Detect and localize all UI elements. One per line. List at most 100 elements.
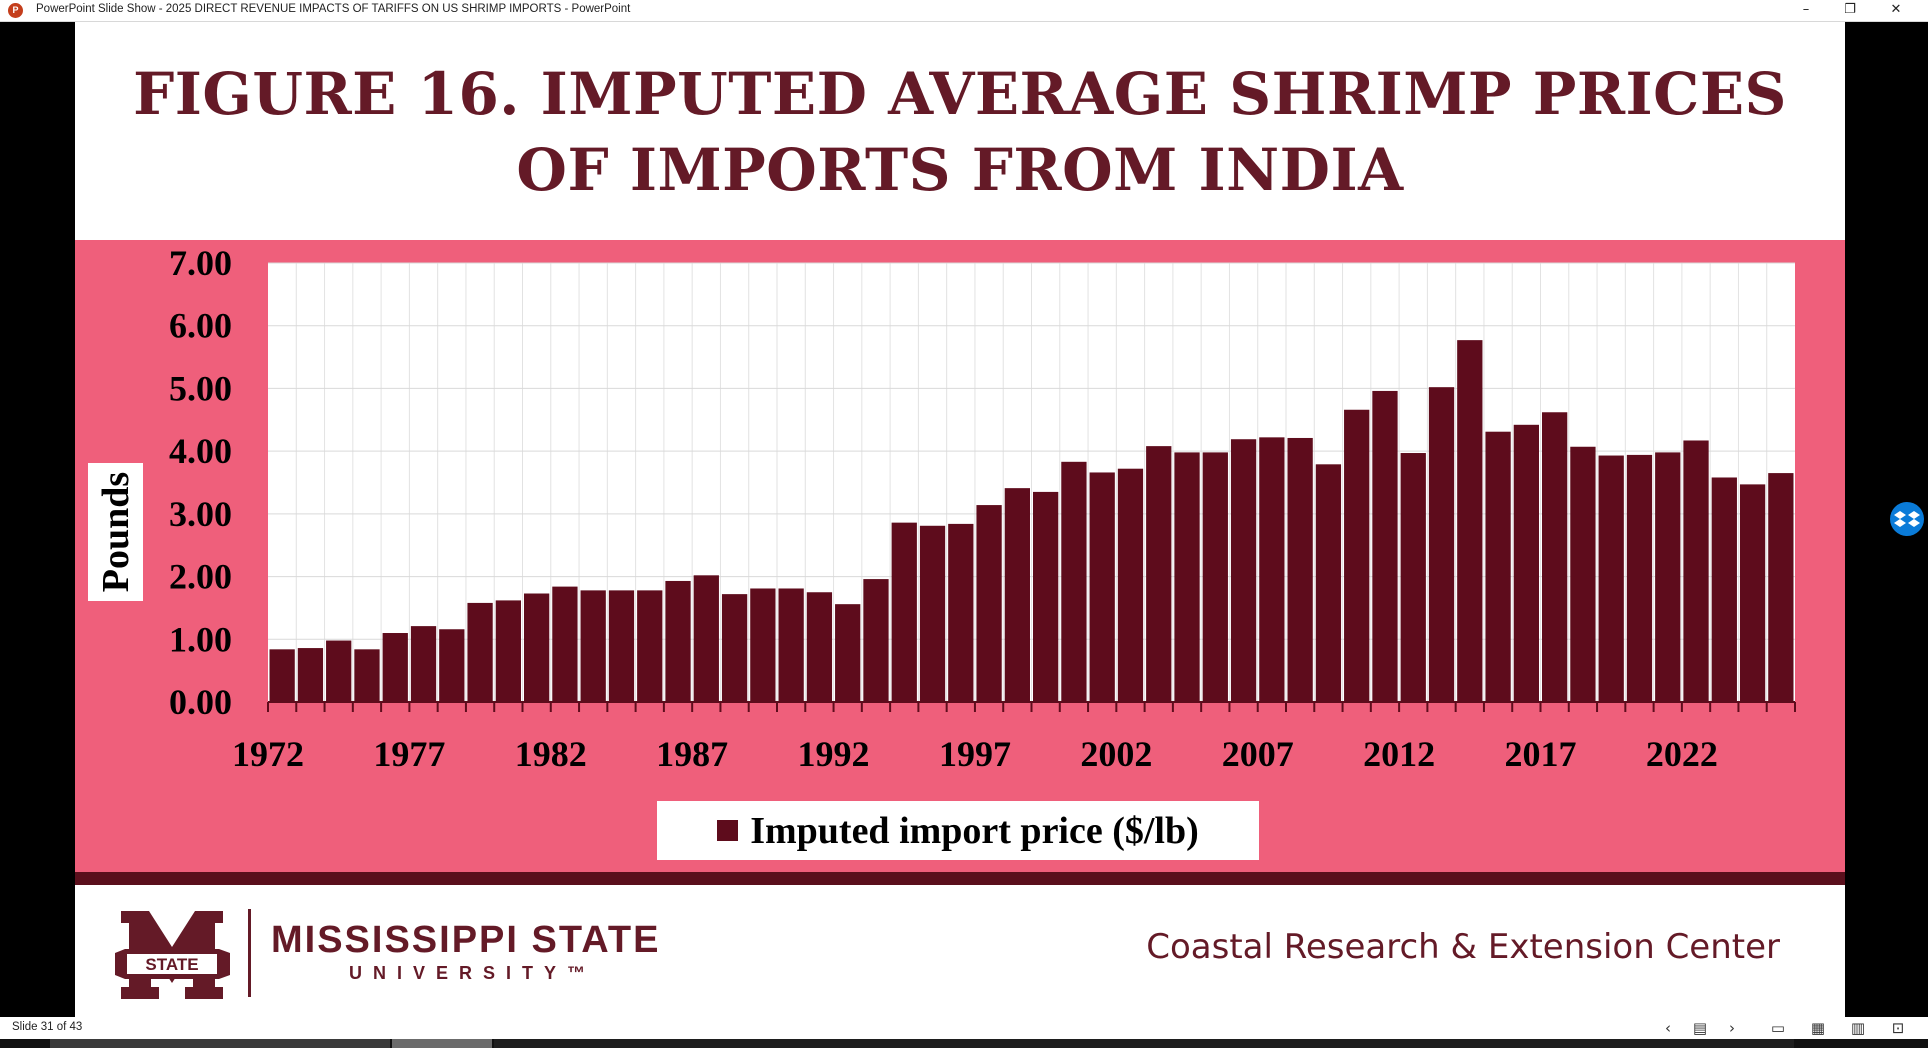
- bar: [1428, 387, 1455, 702]
- powerpoint-icon: P: [8, 3, 23, 18]
- taskbar-item[interactable]: [494, 1039, 1794, 1048]
- y-tick-label: 5.00: [169, 368, 232, 408]
- taskbar-item[interactable]: [392, 1039, 492, 1048]
- slide-menu-icon[interactable]: ▤: [1692, 1019, 1708, 1037]
- bar: [1683, 440, 1709, 702]
- y-tick-label: 1.00: [169, 619, 232, 659]
- bar: [467, 602, 493, 702]
- bar: [1598, 455, 1624, 702]
- vertical-gridlines: [295, 263, 1768, 702]
- window-title-bar: P PowerPoint Slide Show - 2025 DIRECT RE…: [0, 0, 1928, 22]
- bar: [495, 600, 521, 702]
- x-axis-tick-labels: 1972 1977 1982 1987 1992 1997 2002 2007 2012 2017…: [232, 734, 1718, 774]
- bar: [665, 580, 691, 702]
- bar: [580, 590, 606, 702]
- bar: [1344, 409, 1370, 702]
- x-tick-label: 1997: [939, 734, 1011, 774]
- slide[interactable]: FIGURE 16. IMPUTED AVERAGE SHRIMP PRICES…: [75, 22, 1845, 1017]
- msu-logo: STATE: [115, 911, 230, 999]
- footer-divider-band: [75, 872, 1845, 885]
- bar: [326, 640, 352, 702]
- bar: [269, 649, 295, 702]
- legend: Imputed import price ($/lb): [657, 801, 1259, 860]
- x-axis-ticks: [267, 702, 1796, 712]
- bar: [1485, 431, 1511, 702]
- bar: [1626, 454, 1653, 702]
- chevron-right-icon[interactable]: ›: [1729, 1019, 1735, 1037]
- bar: [891, 522, 917, 702]
- bar: [1259, 437, 1285, 702]
- y-tick-label: 6.00: [169, 306, 232, 346]
- bar: [919, 525, 946, 702]
- bar: [948, 523, 974, 702]
- bar: [1457, 340, 1483, 702]
- y-tick-label: 2.00: [169, 557, 232, 597]
- chevron-left-icon[interactable]: ‹: [1665, 1019, 1671, 1037]
- x-tick-label: 1992: [798, 734, 870, 774]
- bar: [1287, 437, 1313, 702]
- logo-divider: [248, 909, 251, 997]
- bar: [410, 626, 437, 702]
- bar: [552, 586, 578, 702]
- window-title: PowerPoint Slide Show - 2025 DIRECT REVE…: [36, 3, 631, 15]
- slide-title-line-1: FIGURE 16. IMPUTED AVERAGE SHRIMP PRICES: [133, 60, 1787, 128]
- bar: [1146, 446, 1172, 702]
- bars: [269, 340, 1794, 702]
- x-tick-label: 1982: [515, 734, 587, 774]
- bar: [806, 592, 833, 702]
- bar-chart: 0.001.002.003.004.005.006.007.00 1972 197…: [169, 243, 1796, 774]
- bar: [863, 579, 889, 702]
- bar: [976, 505, 1002, 702]
- bar: [693, 575, 719, 702]
- x-tick-label: 1977: [373, 734, 445, 774]
- bar: [721, 594, 748, 702]
- slideshow-status-bar: Slide 31 of 43 ‹ ▤ › ▭ ▦ ▥ ⊡: [0, 1017, 1928, 1039]
- reading-view-icon[interactable]: ▥: [1850, 1019, 1866, 1037]
- restore-button[interactable]: ❐: [1844, 2, 1856, 17]
- bar: [1372, 390, 1398, 702]
- bar: [1061, 461, 1087, 702]
- bar: [1089, 472, 1115, 702]
- x-tick-label: 1987: [656, 734, 728, 774]
- legend-swatch: [717, 820, 739, 841]
- bar: [524, 593, 550, 702]
- legend-label: Imputed import price ($/lb): [750, 809, 1199, 852]
- y-tick-label: 4.00: [169, 431, 232, 471]
- university-subtitle: UNIVERSITY™: [349, 963, 597, 983]
- bar: [1400, 453, 1426, 702]
- taskbar-item[interactable]: [50, 1039, 390, 1048]
- bar: [1768, 473, 1794, 702]
- bar: [1513, 424, 1539, 702]
- bar: [439, 629, 465, 702]
- bar: [1004, 488, 1030, 702]
- bar: [1117, 468, 1144, 702]
- y-axis-label: Pounds: [94, 471, 137, 593]
- normal-view-icon[interactable]: ▭: [1770, 1019, 1786, 1037]
- bar: [382, 633, 408, 702]
- bar: [354, 649, 380, 702]
- minimize-button[interactable]: –: [1802, 2, 1810, 17]
- bar: [1230, 439, 1257, 702]
- x-tick-label: 2022: [1646, 734, 1718, 774]
- x-tick-label: 2007: [1222, 734, 1294, 774]
- x-tick-label: 2012: [1363, 734, 1435, 774]
- bar: [1655, 452, 1681, 702]
- presenter-view-icon[interactable]: ⊡: [1891, 1019, 1905, 1037]
- bar: [750, 588, 776, 702]
- bar: [608, 590, 635, 702]
- bar: [1033, 491, 1059, 702]
- dropbox-icon[interactable]: [1890, 502, 1924, 536]
- y-axis-label-box: Pounds: [88, 463, 143, 601]
- y-tick-label: 0.00: [169, 682, 232, 722]
- bar: [1202, 452, 1228, 702]
- bar: [1542, 412, 1568, 702]
- bar: [835, 604, 861, 702]
- y-axis-tick-labels: 0.00 1.00 2.00 3.00 4.00 5.00 6.00 7.00: [169, 243, 232, 722]
- slide-title: FIGURE 16. IMPUTED AVERAGE SHRIMP PRICES…: [75, 56, 1845, 208]
- bar: [778, 588, 804, 702]
- slide-sorter-icon[interactable]: ▦: [1810, 1019, 1826, 1037]
- bar: [1739, 484, 1766, 702]
- bar: [1570, 446, 1596, 702]
- close-button[interactable]: ✕: [1890, 2, 1902, 17]
- bar: [1315, 464, 1342, 702]
